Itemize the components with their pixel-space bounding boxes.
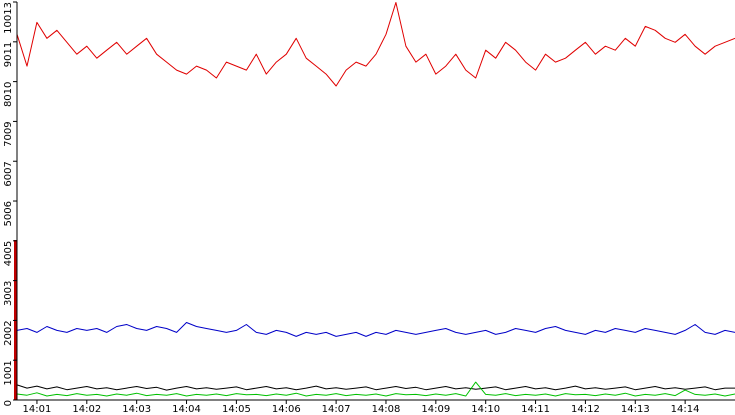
series-line-2 [16,322,735,337]
y-tick-label: 8010 [3,82,14,107]
x-tick-label: 14:02 [72,404,101,415]
x-tick-label: 14:12 [571,404,600,415]
y-tick-label: 4005 [3,241,14,266]
x-tick-label: 14:13 [621,404,650,415]
y-axis-ticks: 0 1001 2002 3003 4005 5006 6007 7009 8010 9011 100… [3,1,17,406]
y-tick-label: 2002 [3,320,14,345]
series-line-1 [16,2,735,87]
y-tick-label: 1001 [3,360,14,385]
x-tick-label: 14:07 [322,404,351,415]
x-tick-label: 14:03 [122,404,151,415]
series-line-4 [16,381,735,397]
x-tick-label: 14:10 [471,404,500,415]
y-tick-label: 5006 [3,201,14,226]
x-tick-label: 14:06 [272,404,301,415]
y-tick-label: 7009 [3,121,14,146]
x-axis-ticks: 14:01 14:02 14:03 14:04 14:05 14:06 14:07 14:08… [22,400,700,415]
y-tick-label: 9011 [3,42,14,67]
x-tick-label: 14:09 [421,404,450,415]
x-tick-label: 14:01 [22,404,51,415]
y-tick-label: 3003 [3,281,14,306]
series-layer [16,2,735,397]
x-tick-label: 14:05 [222,404,251,415]
x-tick-label: 14:14 [671,404,700,415]
y-tick-label: 6007 [3,161,14,186]
x-tick-label: 14:08 [372,404,401,415]
x-tick-label: 14:04 [172,404,201,415]
series-line-3 [16,384,735,391]
y-tick-label: 10013 [3,2,14,34]
y-tick-label: 0 [3,400,14,406]
x-tick-label: 14:11 [521,404,550,415]
